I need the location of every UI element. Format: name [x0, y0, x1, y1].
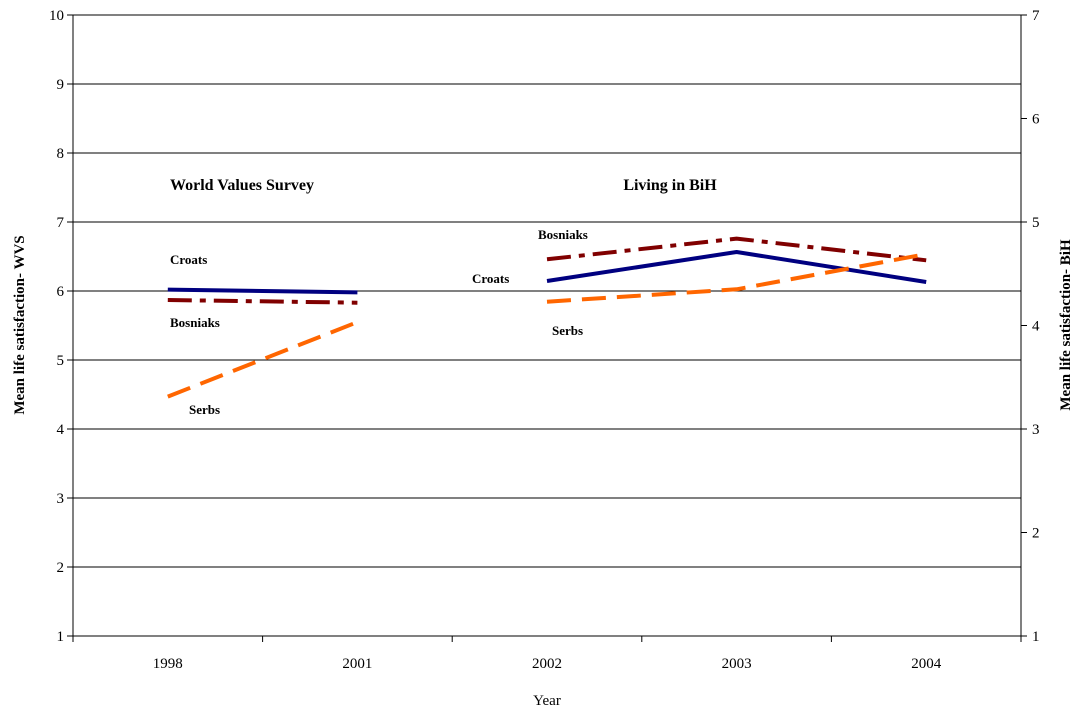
x-axis-title: Year: [533, 693, 561, 709]
x-axis-ticks: 1998 2001 2002 2003 2004: [72, 636, 1022, 672]
left-axis-title: Mean life satisfaction- WVS: [12, 235, 28, 414]
right-tick-label: 7: [1032, 8, 1040, 24]
x-tick-label: 2001: [342, 656, 372, 672]
left-tick-label: 9: [57, 77, 65, 93]
section-title-wvs: World Values Survey: [170, 177, 314, 194]
label-wvs-serbs: Serbs: [189, 402, 220, 417]
series-line-serbs: [546, 252, 927, 304]
x-tick-label: 2003: [722, 656, 752, 672]
left-tick-label: 2: [57, 560, 65, 576]
left-tick-label: 1: [57, 629, 65, 645]
left-tick-label: 10: [49, 8, 64, 24]
series-line-bosniaks: [167, 298, 358, 305]
right-tick-label: 4: [1032, 319, 1040, 335]
left-axis-ticks: 1 2 3 4 5 6 7 8 9 10: [49, 8, 73, 645]
label-bih-bosniaks: Bosniaks: [538, 227, 588, 242]
x-tick-label: 2002: [532, 656, 562, 672]
right-tick-label: 5: [1032, 215, 1040, 231]
series-lines: [167, 236, 927, 399]
x-tick-label: 2004: [911, 656, 942, 672]
label-bih-serbs: Serbs: [552, 323, 583, 338]
right-tick-label: 6: [1032, 112, 1040, 128]
section-title-bih: Living in BiH: [623, 177, 717, 194]
left-tick-label: 3: [57, 491, 65, 507]
left-tick-label: 5: [57, 353, 65, 369]
series-line-croats: [546, 250, 927, 284]
label-wvs-croats: Croats: [170, 252, 207, 267]
right-tick-label: 1: [1032, 629, 1040, 645]
series-line-croats: [167, 287, 358, 295]
left-tick-label: 6: [57, 284, 65, 300]
left-tick-label: 4: [57, 422, 65, 438]
right-tick-label: 2: [1032, 526, 1040, 542]
right-axis-title: Mean life satisfaction- BiH: [1058, 239, 1074, 411]
right-axis-ticks: 1 2 3 4 5 6 7: [1021, 8, 1040, 645]
right-tick-label: 3: [1032, 422, 1040, 438]
series-line-bosniaks: [546, 236, 927, 263]
series-line-serbs: [167, 320, 359, 399]
label-bih-croats: Croats: [472, 271, 509, 286]
left-tick-label: 7: [57, 215, 65, 231]
left-tick-label: 8: [57, 146, 65, 162]
label-wvs-bosniaks: Bosniaks: [170, 315, 220, 330]
x-tick-label: 1998: [153, 656, 183, 672]
